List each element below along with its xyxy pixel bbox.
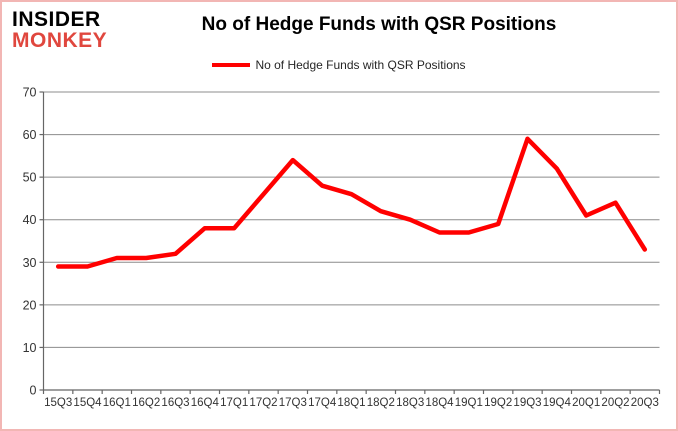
page-title: No of Hedge Funds with QSR Positions	[201, 14, 557, 35]
y-axis-tick-label: 50	[23, 171, 37, 185]
legend-line-swatch	[212, 63, 251, 67]
y-axis-tick-label: 70	[23, 86, 37, 100]
y-axis-tick-label: 60	[23, 128, 37, 142]
logo-text-monkey: MONKEY	[12, 28, 108, 52]
x-axis-tick-label: 18Q2	[367, 397, 395, 409]
logo-text-insider: INSIDER	[12, 8, 101, 31]
x-axis-tick-label: 19Q1	[455, 397, 483, 409]
x-axis-tick-label: 18Q3	[396, 397, 424, 409]
y-axis-tick-label: 30	[23, 256, 37, 270]
x-axis-tick-label: 20Q3	[631, 397, 659, 409]
y-axis-tick-label: 0	[30, 384, 37, 398]
x-axis-tick-label: 20Q1	[572, 397, 600, 409]
insider-monkey-logo: INSIDER MONKEY	[12, 8, 108, 52]
x-axis-tick-label: 17Q2	[249, 397, 277, 409]
y-axis-tick-label: 40	[23, 213, 37, 227]
x-axis-tick-label: 19Q2	[484, 397, 512, 409]
x-axis-tick-label: 17Q3	[279, 397, 307, 409]
x-axis-tick-label: 19Q3	[513, 397, 541, 409]
x-axis-tick-label: 16Q1	[103, 397, 131, 409]
x-axis-tick-label: 20Q2	[601, 397, 629, 409]
x-axis-tick-label: 16Q4	[191, 397, 220, 409]
x-axis-tick-label: 17Q4	[308, 397, 337, 409]
x-axis-tick-label: 17Q1	[220, 397, 248, 409]
legend-label: No of Hedge Funds with QSR Positions	[255, 58, 466, 72]
x-axis-tick-label: 15Q4	[73, 397, 102, 409]
x-axis-tick-label: 16Q2	[132, 397, 160, 409]
x-axis-tick-label: 15Q3	[44, 397, 72, 409]
x-axis-tick-label: 19Q4	[543, 397, 572, 409]
series-line-hedge-funds	[55, 136, 648, 269]
x-axis-tick-label: 18Q4	[425, 397, 454, 409]
x-axis-tick-label: 16Q3	[161, 397, 189, 409]
y-axis-tick-label: 10	[23, 341, 37, 355]
x-axis-tick-label: 18Q1	[337, 397, 365, 409]
chart-legend: No of Hedge Funds with QSR Positions	[2, 58, 676, 72]
y-axis-tick-label: 20	[23, 298, 37, 312]
